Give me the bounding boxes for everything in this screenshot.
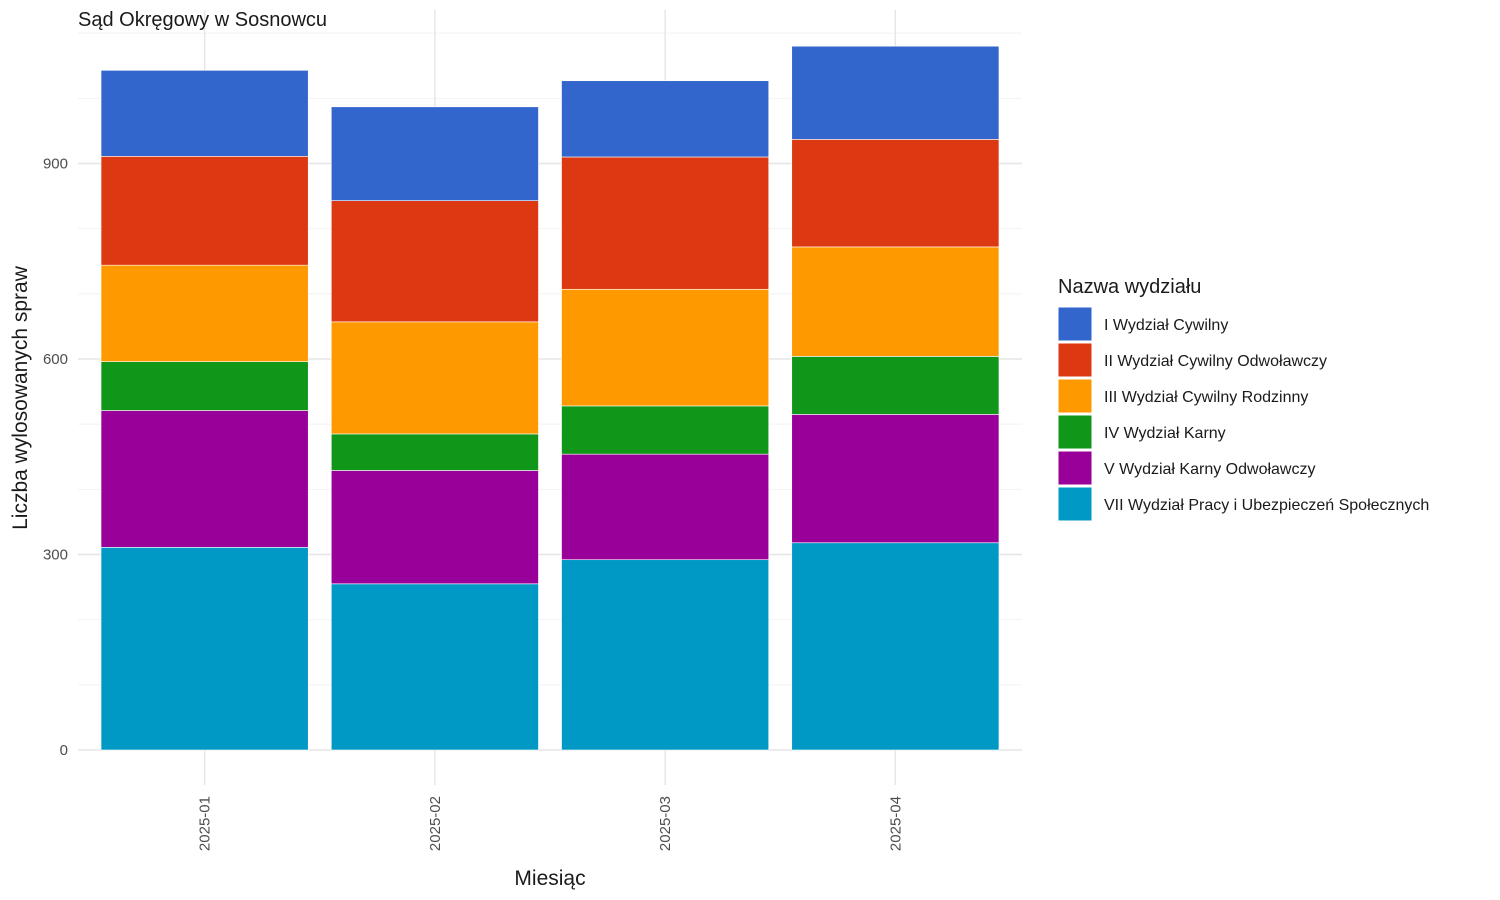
bar-segment [330,433,539,471]
legend-label: VII Wydział Pracy i Ubezpieczeń Społeczn… [1104,497,1429,514]
legend-label: I Wydział Cywilny [1104,317,1228,334]
chart-title: Sąd Okręgowy w Sosnowcu [78,9,327,31]
legend-label: II Wydział Cywilny Odwoławczy [1104,353,1327,370]
bar-segment [100,547,309,751]
legend-swatch [1057,378,1093,414]
y-tick-label: 300 [43,547,68,564]
bar-segment [100,410,309,548]
legend-swatch [1057,450,1093,486]
bar-segment [791,414,1000,544]
legend-label: IV Wydział Karny [1104,425,1226,442]
bar-segment [561,559,770,751]
bar-segment [100,361,309,411]
bar-segment [791,356,1000,415]
bar-segment [561,453,770,561]
bar-segment [330,470,539,585]
legend-swatch [1057,414,1093,450]
legend: Nazwa wydziału I Wydział Cywilny II Wydzi… [1057,276,1429,522]
bar-segment [100,70,309,157]
bar-segment [791,45,1000,140]
bar-segment [561,405,770,455]
x-tick-label: 2025-04 [887,796,904,851]
bar-segment [561,156,770,290]
legend-label: V Wydział Karny Odwoławczy [1104,461,1315,478]
x-tick-label: 2025-03 [657,796,674,851]
y-tick-label: 900 [43,156,68,173]
legend-label: III Wydział Cywilny Rodzinny [1104,389,1308,406]
x-axis-ticks: 2025-01 2025-02 2025-03 2025-04 [197,796,905,851]
legend-items: I Wydział Cywilny II Wydział Cywilny Odwo… [1057,306,1429,522]
legend-swatch [1057,306,1093,342]
legend-swatch [1057,486,1093,522]
bar-segment [791,246,1000,357]
bar-segment [561,80,770,158]
bar-segment [330,106,539,201]
bar-segment [791,542,1000,751]
bar-segment [791,139,1000,248]
y-tick-label: 600 [43,351,68,368]
x-tick-label: 2025-02 [427,796,444,851]
legend-title: Nazwa wydziału [1058,276,1201,298]
x-axis-title: Miesiąc [514,867,585,890]
bar-segment [330,321,539,435]
bar-segment [100,264,309,362]
bar-segment [561,288,770,407]
y-axis-ticks: 0 300 600 900 [43,156,68,760]
bar-segment [100,156,309,266]
y-tick-label: 0 [60,742,68,759]
x-tick-label: 2025-01 [197,796,214,851]
bar-segment [330,583,539,751]
bars [100,45,1000,751]
y-axis-title: Liczba wylosowanych spraw [9,265,32,530]
legend-swatch [1057,342,1093,378]
bar-segment [330,200,539,323]
